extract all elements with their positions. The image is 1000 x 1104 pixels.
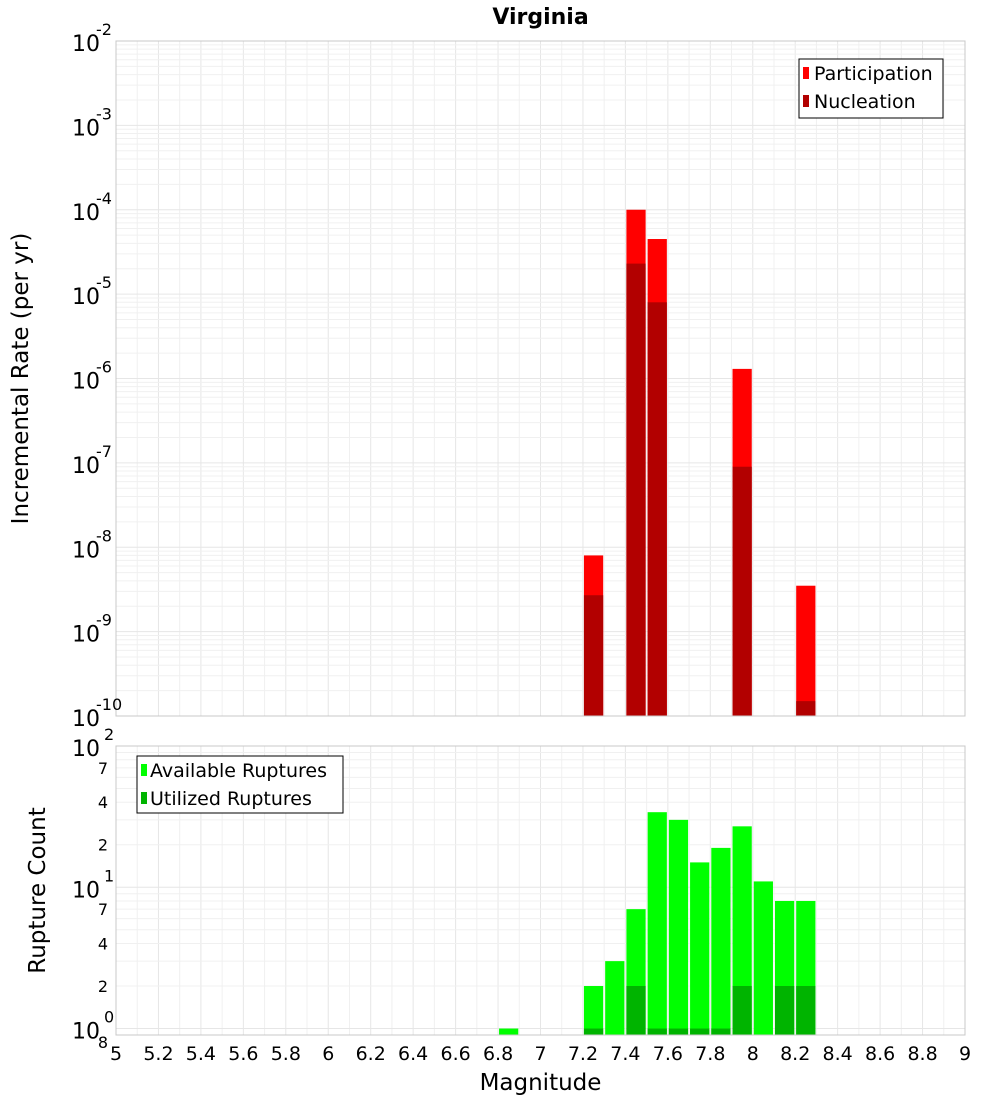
bottom-y-tick-base: 10 xyxy=(72,737,100,762)
x-tick-label: 5.8 xyxy=(271,1043,301,1065)
available-ruptures-legend-label: Available Ruptures xyxy=(150,760,327,782)
top-y-tick-base: 10 xyxy=(72,623,100,648)
available-ruptures-bar xyxy=(690,862,710,1035)
x-tick-label: 6.2 xyxy=(356,1043,386,1065)
top-y-tick-exponent: -10 xyxy=(96,695,122,714)
top-y-tick-base: 10 xyxy=(72,454,100,479)
bottom-y-tick-exponent: 1 xyxy=(104,866,114,885)
x-tick-label: 7.2 xyxy=(568,1043,598,1065)
x-tick-label: 7.4 xyxy=(610,1043,640,1065)
available-ruptures-bar xyxy=(711,847,731,1035)
available-ruptures-bar xyxy=(647,812,667,1035)
bottom-plot-frame xyxy=(115,745,966,1036)
top-legend xyxy=(798,58,944,119)
bottom-y-minor-tick: 4 xyxy=(98,793,108,812)
top-y-tick-base: 10 xyxy=(72,201,100,226)
chart-title: Virginia xyxy=(492,5,588,30)
x-tick-label: 5.2 xyxy=(143,1043,173,1065)
utilized-ruptures-bar xyxy=(711,1028,731,1035)
x-tick-label: 6 xyxy=(322,1043,334,1065)
top-y-tick-exponent: -8 xyxy=(96,526,112,545)
top-y-tick-base: 10 xyxy=(72,32,100,57)
bottom-legend xyxy=(136,755,344,814)
participation-legend-swatch xyxy=(803,67,809,79)
bottom-y-minor-tick: 2 xyxy=(98,977,108,996)
utilized-ruptures-bar xyxy=(647,1028,667,1035)
bottom-y-tick-exponent: 2 xyxy=(104,725,114,744)
available-ruptures-bar xyxy=(753,881,773,1035)
bottom-y-tick-base: 10 xyxy=(72,1020,100,1045)
nucleation-bar xyxy=(732,466,752,716)
available-ruptures-legend-swatch xyxy=(141,764,147,776)
x-tick-label: 8 xyxy=(747,1043,759,1065)
x-tick-label: 9 xyxy=(959,1043,971,1065)
x-tick-label: 8.8 xyxy=(907,1043,937,1065)
nucleation-bar xyxy=(796,701,816,716)
x-tick-label: 7 xyxy=(534,1043,546,1065)
bottom-y-tick-base: 10 xyxy=(72,878,100,903)
x-tick-label: 8.6 xyxy=(865,1043,895,1065)
top-y-tick-exponent: -3 xyxy=(96,104,112,123)
nucleation-legend-label: Nucleation xyxy=(814,91,916,113)
available-ruptures-bar xyxy=(732,826,752,1035)
bottom-y-minor-tick: 2 xyxy=(98,836,108,855)
x-tick-label: 8.2 xyxy=(780,1043,810,1065)
x-tick-label: 5 xyxy=(110,1043,122,1065)
top-y-axis-label: Incremental Rate (per yr) xyxy=(8,233,34,525)
utilized-ruptures-bar xyxy=(626,986,646,1035)
bottom-y-minor-tick: 8 xyxy=(98,1033,108,1052)
x-axis-label: Magnitude xyxy=(480,1070,602,1096)
top-y-tick-exponent: -6 xyxy=(96,358,112,377)
top-plot-frame xyxy=(115,40,966,717)
top-y-tick-exponent: -2 xyxy=(96,20,112,39)
x-tick-label: 7.6 xyxy=(653,1043,683,1065)
top-y-tick-base: 10 xyxy=(72,370,100,395)
utilized-ruptures-bar xyxy=(668,1028,689,1035)
bottom-y-minor-tick: 7 xyxy=(98,900,108,919)
bottom-y-minor-tick: 7 xyxy=(98,759,108,778)
top-y-tick-base: 10 xyxy=(72,707,100,732)
nucleation-bar xyxy=(583,595,604,716)
top-y-tick-exponent: -9 xyxy=(96,611,112,630)
utilized-ruptures-bar xyxy=(774,986,795,1035)
utilized-ruptures-legend-swatch xyxy=(141,792,147,804)
x-tick-label: 6.6 xyxy=(440,1043,470,1065)
x-tick-label: 5.4 xyxy=(186,1043,216,1065)
x-tick-label: 6.4 xyxy=(398,1043,428,1065)
x-tick-label: 8.4 xyxy=(823,1043,853,1065)
utilized-ruptures-bar xyxy=(732,986,752,1035)
nucleation-bar xyxy=(647,302,667,716)
nucleation-legend-swatch xyxy=(803,95,809,107)
bottom-y-axis-label: Rupture Count xyxy=(25,807,51,973)
bottom-y-minor-tick: 4 xyxy=(98,934,108,953)
utilized-ruptures-legend-label: Utilized Ruptures xyxy=(150,788,312,810)
top-y-tick-exponent: -7 xyxy=(96,442,112,461)
top-y-tick-base: 10 xyxy=(72,116,100,141)
bottom-y-tick-exponent: 0 xyxy=(104,1008,114,1027)
available-ruptures-bar xyxy=(668,819,689,1035)
x-tick-label: 5.6 xyxy=(228,1043,258,1065)
available-ruptures-bar xyxy=(605,961,625,1035)
participation-bar xyxy=(796,585,816,716)
top-y-tick-exponent: -4 xyxy=(96,189,112,208)
x-tick-label: 6.8 xyxy=(483,1043,513,1065)
top-y-tick-exponent: -5 xyxy=(96,273,112,292)
participation-legend-label: Participation xyxy=(814,63,933,85)
x-tick-label: 7.8 xyxy=(695,1043,725,1065)
utilized-ruptures-bar xyxy=(583,1028,604,1035)
top-y-tick-base: 10 xyxy=(72,285,100,310)
nucleation-bar xyxy=(626,263,646,716)
available-ruptures-bar xyxy=(499,1028,519,1035)
top-y-tick-base: 10 xyxy=(72,538,100,563)
utilized-ruptures-bar xyxy=(796,986,816,1035)
available-ruptures-bar xyxy=(583,986,604,1035)
utilized-ruptures-bar xyxy=(690,1028,710,1035)
